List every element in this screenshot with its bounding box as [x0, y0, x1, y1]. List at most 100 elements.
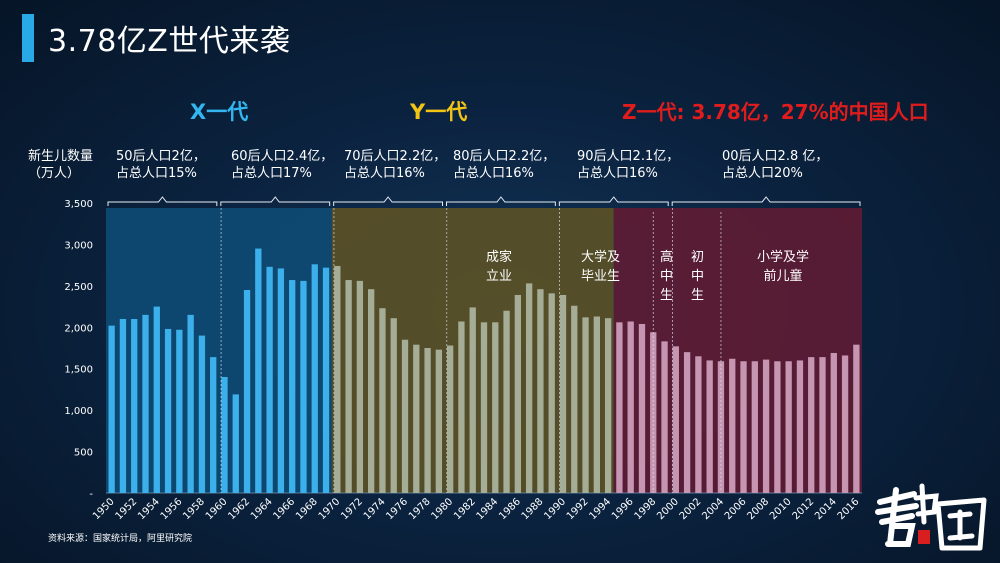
- x-tick-label: 2004: [700, 496, 726, 522]
- y-tick-label: -: [89, 489, 93, 500]
- decade-note-90s: 90后人口2.1亿， 占总人口16%: [577, 148, 679, 182]
- bar-2009: [774, 361, 781, 493]
- bar-2002: [695, 356, 702, 493]
- bar-1979: [435, 349, 443, 493]
- x-tick-label: 1974: [362, 496, 388, 522]
- bar-2004: [717, 361, 725, 493]
- bar-1991: [571, 305, 578, 493]
- stage-line: 立业: [486, 269, 513, 284]
- bar-1990: [559, 294, 567, 493]
- page-title: 3.78亿Z世代来袭: [48, 24, 291, 59]
- x-tick-label: 1982: [452, 496, 478, 522]
- bar-1995: [616, 322, 623, 493]
- bar-1957: [187, 314, 194, 493]
- generation-x-label: X一代: [190, 100, 249, 124]
- bar-1977: [413, 344, 420, 493]
- bar-1960: [221, 377, 228, 493]
- decade-note-00s: 00后人口2.8 亿， 占总人口20%: [722, 148, 828, 182]
- bar-2003: [706, 360, 713, 493]
- x-tick-label: 2014: [813, 496, 839, 522]
- bar-1965: [277, 268, 285, 493]
- x-tick-label: 2012: [791, 496, 817, 522]
- x-tick-label: 1970: [317, 496, 343, 522]
- bar-1993: [593, 316, 600, 493]
- bar-2008: [762, 359, 770, 493]
- x-tick-label: 1968: [294, 496, 320, 522]
- bar-1984: [492, 322, 499, 493]
- decade-note-line: 00后人口2.8 亿，: [722, 149, 829, 164]
- stage-line: 高: [660, 250, 674, 265]
- stage-college: 大学及 毕业生: [581, 248, 620, 286]
- x-tick-label: 2008: [745, 496, 771, 522]
- bar-1963: [255, 248, 262, 493]
- x-tick-label: 1956: [159, 496, 185, 522]
- y-axis-label-line2: （万人）: [28, 166, 81, 181]
- stage-line: 中: [660, 269, 674, 284]
- bar-1988: [537, 289, 544, 493]
- y-tick-label: 1,000: [64, 406, 93, 417]
- decade-note-60s: 60后人口2.4亿， 占总人口17%: [231, 148, 333, 182]
- y-axis-label: 新生儿数量 （万人）: [28, 148, 93, 182]
- stage-primary: 小学及学 前儿童: [757, 248, 809, 286]
- y-tick-label: 1,500: [64, 365, 93, 376]
- decade-brace-1990: [558, 196, 669, 206]
- bar-1983: [480, 322, 488, 493]
- bar-1997: [638, 323, 646, 493]
- decade-note-line: 50后人口2亿，: [116, 149, 206, 164]
- bar-1996: [627, 321, 634, 493]
- x-tick-label: 1972: [339, 496, 365, 522]
- bar-1962: [243, 290, 251, 493]
- bar-1951: [119, 319, 127, 493]
- stage-line: 前儿童: [763, 269, 803, 284]
- x-tick-label: 1996: [610, 496, 636, 522]
- bar-1987: [525, 283, 533, 493]
- bar-2013: [819, 357, 826, 493]
- bar-2007: [751, 361, 758, 493]
- stage-line: 初: [691, 250, 705, 265]
- decade-note-line: 60后人口2.4亿，: [231, 149, 334, 164]
- decade-brace-1960: [220, 196, 331, 206]
- bar-2000: [672, 346, 679, 493]
- x-tick-label: 1992: [565, 496, 591, 522]
- decade-note-50s: 50后人口2亿， 占总人口15%: [116, 148, 206, 182]
- generation-y-label: Y一代: [410, 100, 468, 124]
- region-x: [106, 208, 332, 493]
- x-tick-label: 1964: [249, 496, 275, 522]
- x-tick-label: 1962: [226, 496, 252, 522]
- x-tick-label: 1984: [475, 496, 501, 522]
- stage-career: 成家 立业: [486, 248, 512, 286]
- bar-1954: [153, 306, 160, 493]
- bar-1958: [198, 335, 206, 493]
- x-tick-label: 1950: [91, 496, 117, 522]
- x-tick-label: 1998: [633, 496, 659, 522]
- y-tick-label: 2,000: [64, 323, 93, 334]
- bar-1972: [356, 280, 364, 493]
- bar-1975: [390, 318, 397, 493]
- x-tick-label: 1958: [181, 496, 207, 522]
- source-note: 资料来源：国家统计局，阿里研究院: [48, 534, 193, 544]
- decade-note-line: 占总人口17%: [231, 166, 312, 181]
- bar-1970: [334, 265, 341, 493]
- bar-1961: [232, 394, 239, 493]
- decade-note-line: 70后人口2.2亿，: [344, 149, 447, 164]
- bar-2011: [796, 360, 804, 493]
- x-tick-label: 1990: [542, 496, 568, 522]
- decade-note-line: 占总人口16%: [344, 166, 425, 181]
- bar-1956: [176, 329, 183, 493]
- x-tick-label: 1966: [272, 496, 298, 522]
- decade-note-line: 占总人口15%: [116, 166, 197, 181]
- bar-1967: [300, 280, 307, 493]
- stage-high-school: 高 中 生: [660, 248, 673, 305]
- decade-note-line: 占总人口16%: [453, 166, 534, 181]
- bar-1971: [345, 280, 352, 493]
- decade-brace-1980: [446, 196, 556, 206]
- bar-1978: [424, 348, 431, 493]
- kan-zhongguo-logo-icon: [875, 483, 987, 551]
- bar-1968: [311, 264, 318, 493]
- x-tick-label: 1976: [384, 496, 410, 522]
- decade-note-70s: 70后人口2.2亿， 占总人口16%: [344, 148, 446, 182]
- x-tick-label: 2006: [723, 496, 749, 522]
- x-tick-label: 1994: [587, 496, 613, 522]
- y-tick-label: 500: [74, 448, 93, 459]
